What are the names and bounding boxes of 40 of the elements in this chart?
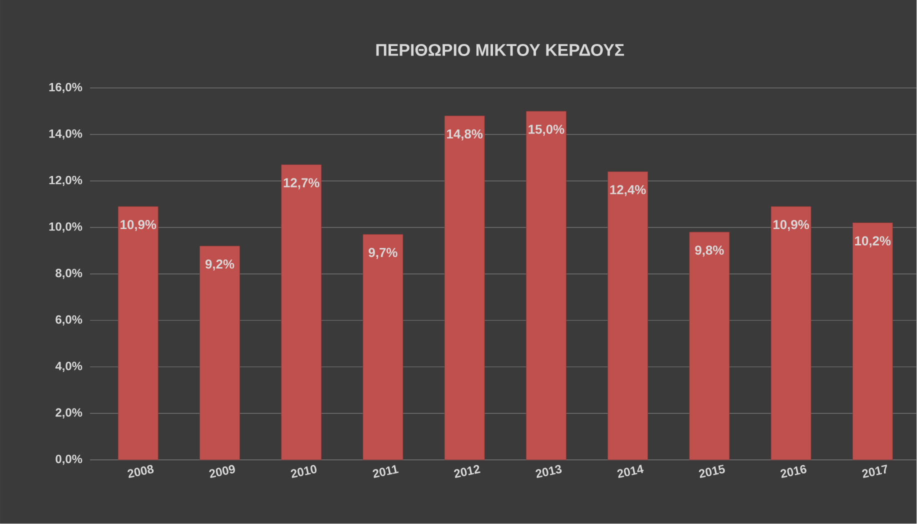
- bar: [608, 172, 648, 460]
- x-tick-label: 2014: [617, 464, 644, 478]
- bar: [526, 111, 566, 460]
- data-label: 10,2%: [855, 236, 891, 248]
- y-tick-label: 10,0%: [49, 222, 82, 233]
- bar: [689, 232, 730, 460]
- y-tick-label: 8,0%: [56, 268, 82, 280]
- x-tick-label: 2009: [209, 465, 235, 478]
- data-label: 12,7%: [284, 178, 320, 190]
- x-tick-label: 2016: [780, 465, 806, 478]
- bar: [362, 234, 404, 460]
- bar: [118, 206, 158, 460]
- data-label: 9,8%: [695, 246, 724, 257]
- x-tick-label: 2015: [698, 464, 725, 478]
- x-tick-label: 2010: [290, 465, 317, 478]
- y-tick-label: 2,0%: [56, 408, 82, 419]
- x-tick-label: 2008: [128, 465, 154, 478]
- data-label: 9,7%: [368, 248, 398, 260]
- y-tick-label: 6,0%: [56, 315, 82, 326]
- bar: [444, 116, 485, 460]
- data-label: 15,0%: [528, 124, 564, 136]
- data-label: 14,8%: [447, 129, 483, 140]
- y-tick-label: 12,0%: [49, 176, 82, 186]
- y-tick-label: 0,0%: [56, 454, 82, 466]
- y-tick-label: 4,0%: [55, 362, 82, 372]
- bar: [770, 206, 812, 460]
- chart-title: ΠΕΡΙΘΩΡΙΟ ΜΙΚΤΟΥ ΚΕΡΔΟΥΣ: [376, 44, 624, 56]
- x-tick-label: 2012: [454, 465, 480, 478]
- data-label: 9,2%: [205, 260, 234, 271]
- y-tick-label: 14,0%: [49, 129, 82, 140]
- bar: [281, 164, 322, 460]
- x-tick-label: 2011: [372, 465, 399, 478]
- bar: [852, 222, 893, 460]
- x-tick-label: 2013: [536, 465, 562, 478]
- data-label: 10,9%: [773, 220, 810, 232]
- bar: [200, 246, 240, 460]
- x-tick-label: 2017: [862, 464, 887, 478]
- y-tick-label: 16,0%: [49, 82, 82, 94]
- data-label: 10,9%: [120, 220, 156, 232]
- data-label: 12,4%: [610, 185, 646, 196]
